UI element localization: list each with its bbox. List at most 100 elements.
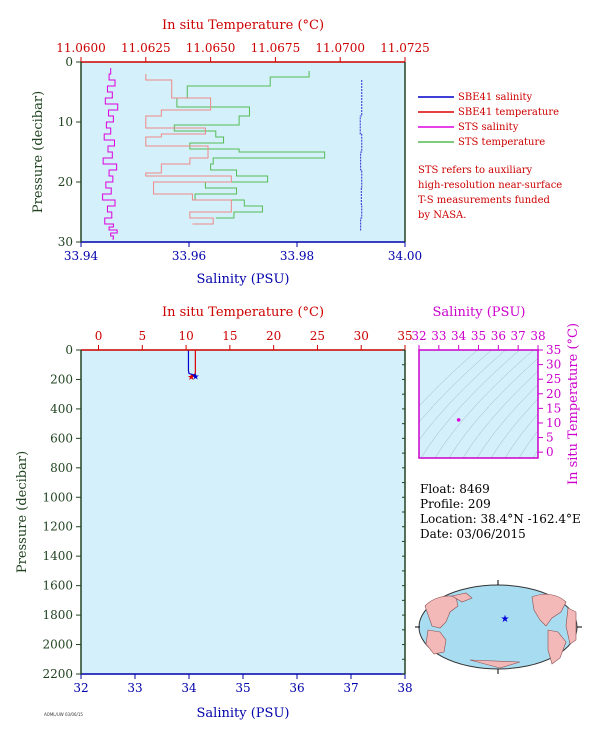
ts-temperature-tick-label: 30	[546, 358, 561, 372]
info-location: Location: 38.4°N -162.4°E	[420, 512, 581, 526]
main-pressure-tick-label: 1400	[42, 549, 73, 563]
float-info: Float: 8469 Profile: 209 Location: 38.4°…	[420, 482, 581, 541]
main-panel: ★★ 32 33 34 35 36 37 38 0 5 10 15 20 25 30 35 0 200 400 60…	[15, 305, 413, 721]
main-series-end-marker-1: ★	[191, 372, 199, 382]
top-temperature-tick-label: 11.0625	[121, 41, 171, 55]
top-panel: 33.94 33.96 33.98 34.00 11.0600 11.0625 11.065…	[31, 18, 430, 287]
top-salinity-tick-label: 33.96	[172, 249, 206, 263]
top-temperature-tick-label: 11.0725	[380, 41, 430, 55]
main-pressure-tick-label: 2200	[42, 667, 73, 681]
main-temperature-title: In situ Temperature (°C)	[162, 305, 324, 320]
map-land-australia	[425, 629, 447, 655]
top-salinity-tick-label: 33.98	[280, 249, 314, 263]
top-salinity-tick-label: 33.94	[64, 249, 99, 263]
top-series-group	[102, 68, 363, 240]
ts-density-contours	[419, 350, 538, 458]
top-temperature-tick-label: 11.0600	[56, 41, 106, 55]
map-land	[424, 592, 577, 669]
ts-salinity-tick-label: 37	[511, 329, 526, 343]
ts-temperature-tick-label: 15	[546, 401, 561, 415]
ts-density-contour	[490, 398, 538, 458]
main-temperature-tick-label: 20	[266, 329, 281, 343]
top-temperature-tick-label: 11.0675	[251, 41, 301, 55]
top-ticks: 33.94 33.96 33.98 34.00 11.0600 11.0625 11.065…	[56, 41, 430, 263]
ts-salinity-tick-label: 32	[411, 329, 426, 343]
ts-temperature-tick-label: 20	[546, 387, 561, 401]
ts-temperature-tick-label: 10	[546, 416, 561, 430]
main-temperature-tick-label: 15	[222, 329, 237, 343]
footer-credit: AOML/UW 03/06/15	[44, 712, 83, 717]
main-pressure-tick-label: 400	[50, 402, 73, 416]
top-series-line-2	[145, 74, 232, 225]
main-salinity-title: Salinity (PSU)	[197, 706, 290, 721]
main-series-end-marker-0: ★	[187, 373, 195, 383]
main-salinity-tick-label: 32	[73, 681, 88, 695]
ts-salinity-tick-label: 35	[471, 329, 486, 343]
top-pressure-tick-label: 0	[65, 55, 73, 69]
top-series-line-3	[359, 80, 363, 231]
map-land-north-america	[531, 593, 567, 627]
ts-points	[456, 418, 461, 422]
top-pressure-tick-label: 20	[58, 175, 73, 189]
main-pressure-tick-label: 200	[50, 372, 73, 386]
ts-temperature-tick-label: 5	[546, 431, 554, 445]
main-pressure-tick-label: 1200	[42, 520, 73, 534]
map-land-south-america	[547, 629, 567, 665]
top-pressure-title: Pressure (decibar)	[31, 91, 46, 213]
top-pressure-tick-label: 30	[58, 235, 73, 249]
main-ticks: 32 33 34 35 36 37 38 0 5 10 15 20 25 30 35 0 200 400 600 80…	[42, 329, 412, 695]
top-temperature-tick-label: 11.0700	[315, 41, 365, 55]
main-temperature-tick-label: 30	[354, 329, 369, 343]
top-salinity-tick-label: 34.00	[388, 249, 422, 263]
legend-sts-temperature: STS temperature	[458, 137, 545, 148]
main-temperature-tick-label: 0	[95, 329, 103, 343]
main-salinity-tick-label: 36	[289, 681, 304, 695]
main-series-group: ★★	[187, 350, 200, 383]
info-float: Float: 8469	[420, 482, 490, 496]
main-plot-background	[81, 350, 405, 674]
main-pressure-tick-label: 2000	[42, 638, 73, 652]
main-temperature-tick-label: 5	[138, 329, 146, 343]
info-profile: Profile: 209	[420, 497, 491, 511]
ts-temperature-tick-label: 0	[546, 445, 554, 459]
legend-sbe-salinity: SBE41 salinity	[458, 92, 533, 103]
main-pressure-tick-label: 800	[50, 461, 73, 475]
top-pressure-tick-label: 10	[58, 115, 73, 129]
top-series-line-1	[173, 71, 326, 219]
world-map: ★	[415, 580, 582, 674]
main-pressure-tick-label: 1600	[42, 579, 73, 593]
map-land-europe-africa	[565, 607, 577, 645]
main-pressure-tick-label: 1000	[42, 490, 73, 504]
map-float-marker: ★	[501, 614, 510, 625]
legend: SBE41 salinity SBE41 temperature STS sal…	[418, 92, 562, 221]
main-pressure-tick-label: 1800	[42, 608, 73, 622]
ts-density-contour	[504, 413, 538, 458]
map-land-antarctica	[469, 659, 521, 669]
main-pressure-tick-label: 0	[65, 343, 73, 357]
ts-density-contour	[419, 350, 478, 407]
note-line-1: STS refers to auxiliary	[418, 165, 533, 176]
main-salinity-tick-label: 33	[127, 681, 142, 695]
legend-sts-salinity: STS salinity	[458, 122, 519, 133]
top-temperature-title: In situ Temperature (°C)	[162, 18, 324, 33]
main-pressure-title: Pressure (decibar)	[15, 451, 30, 573]
ts-density-contour	[476, 384, 538, 458]
main-temperature-tick-label: 25	[310, 329, 325, 343]
top-series-line-0	[102, 68, 119, 240]
info-date: Date: 03/06/2015	[420, 527, 526, 541]
ts-density-contour	[419, 350, 506, 441]
ts-salinity-tick-label: 38	[530, 329, 545, 343]
ts-density-contour	[419, 350, 492, 423]
main-salinity-tick-label: 37	[343, 681, 358, 695]
main-temperature-tick-label: 35	[397, 329, 412, 343]
main-salinity-tick-label: 35	[235, 681, 250, 695]
main-salinity-tick-label: 34	[181, 681, 197, 695]
ts-background	[419, 350, 538, 458]
ts-temperature-tick-label: 35	[546, 343, 561, 357]
main-salinity-tick-label: 38	[397, 681, 412, 695]
ts-density-contour	[518, 430, 538, 458]
ts-density-contour	[434, 350, 534, 458]
